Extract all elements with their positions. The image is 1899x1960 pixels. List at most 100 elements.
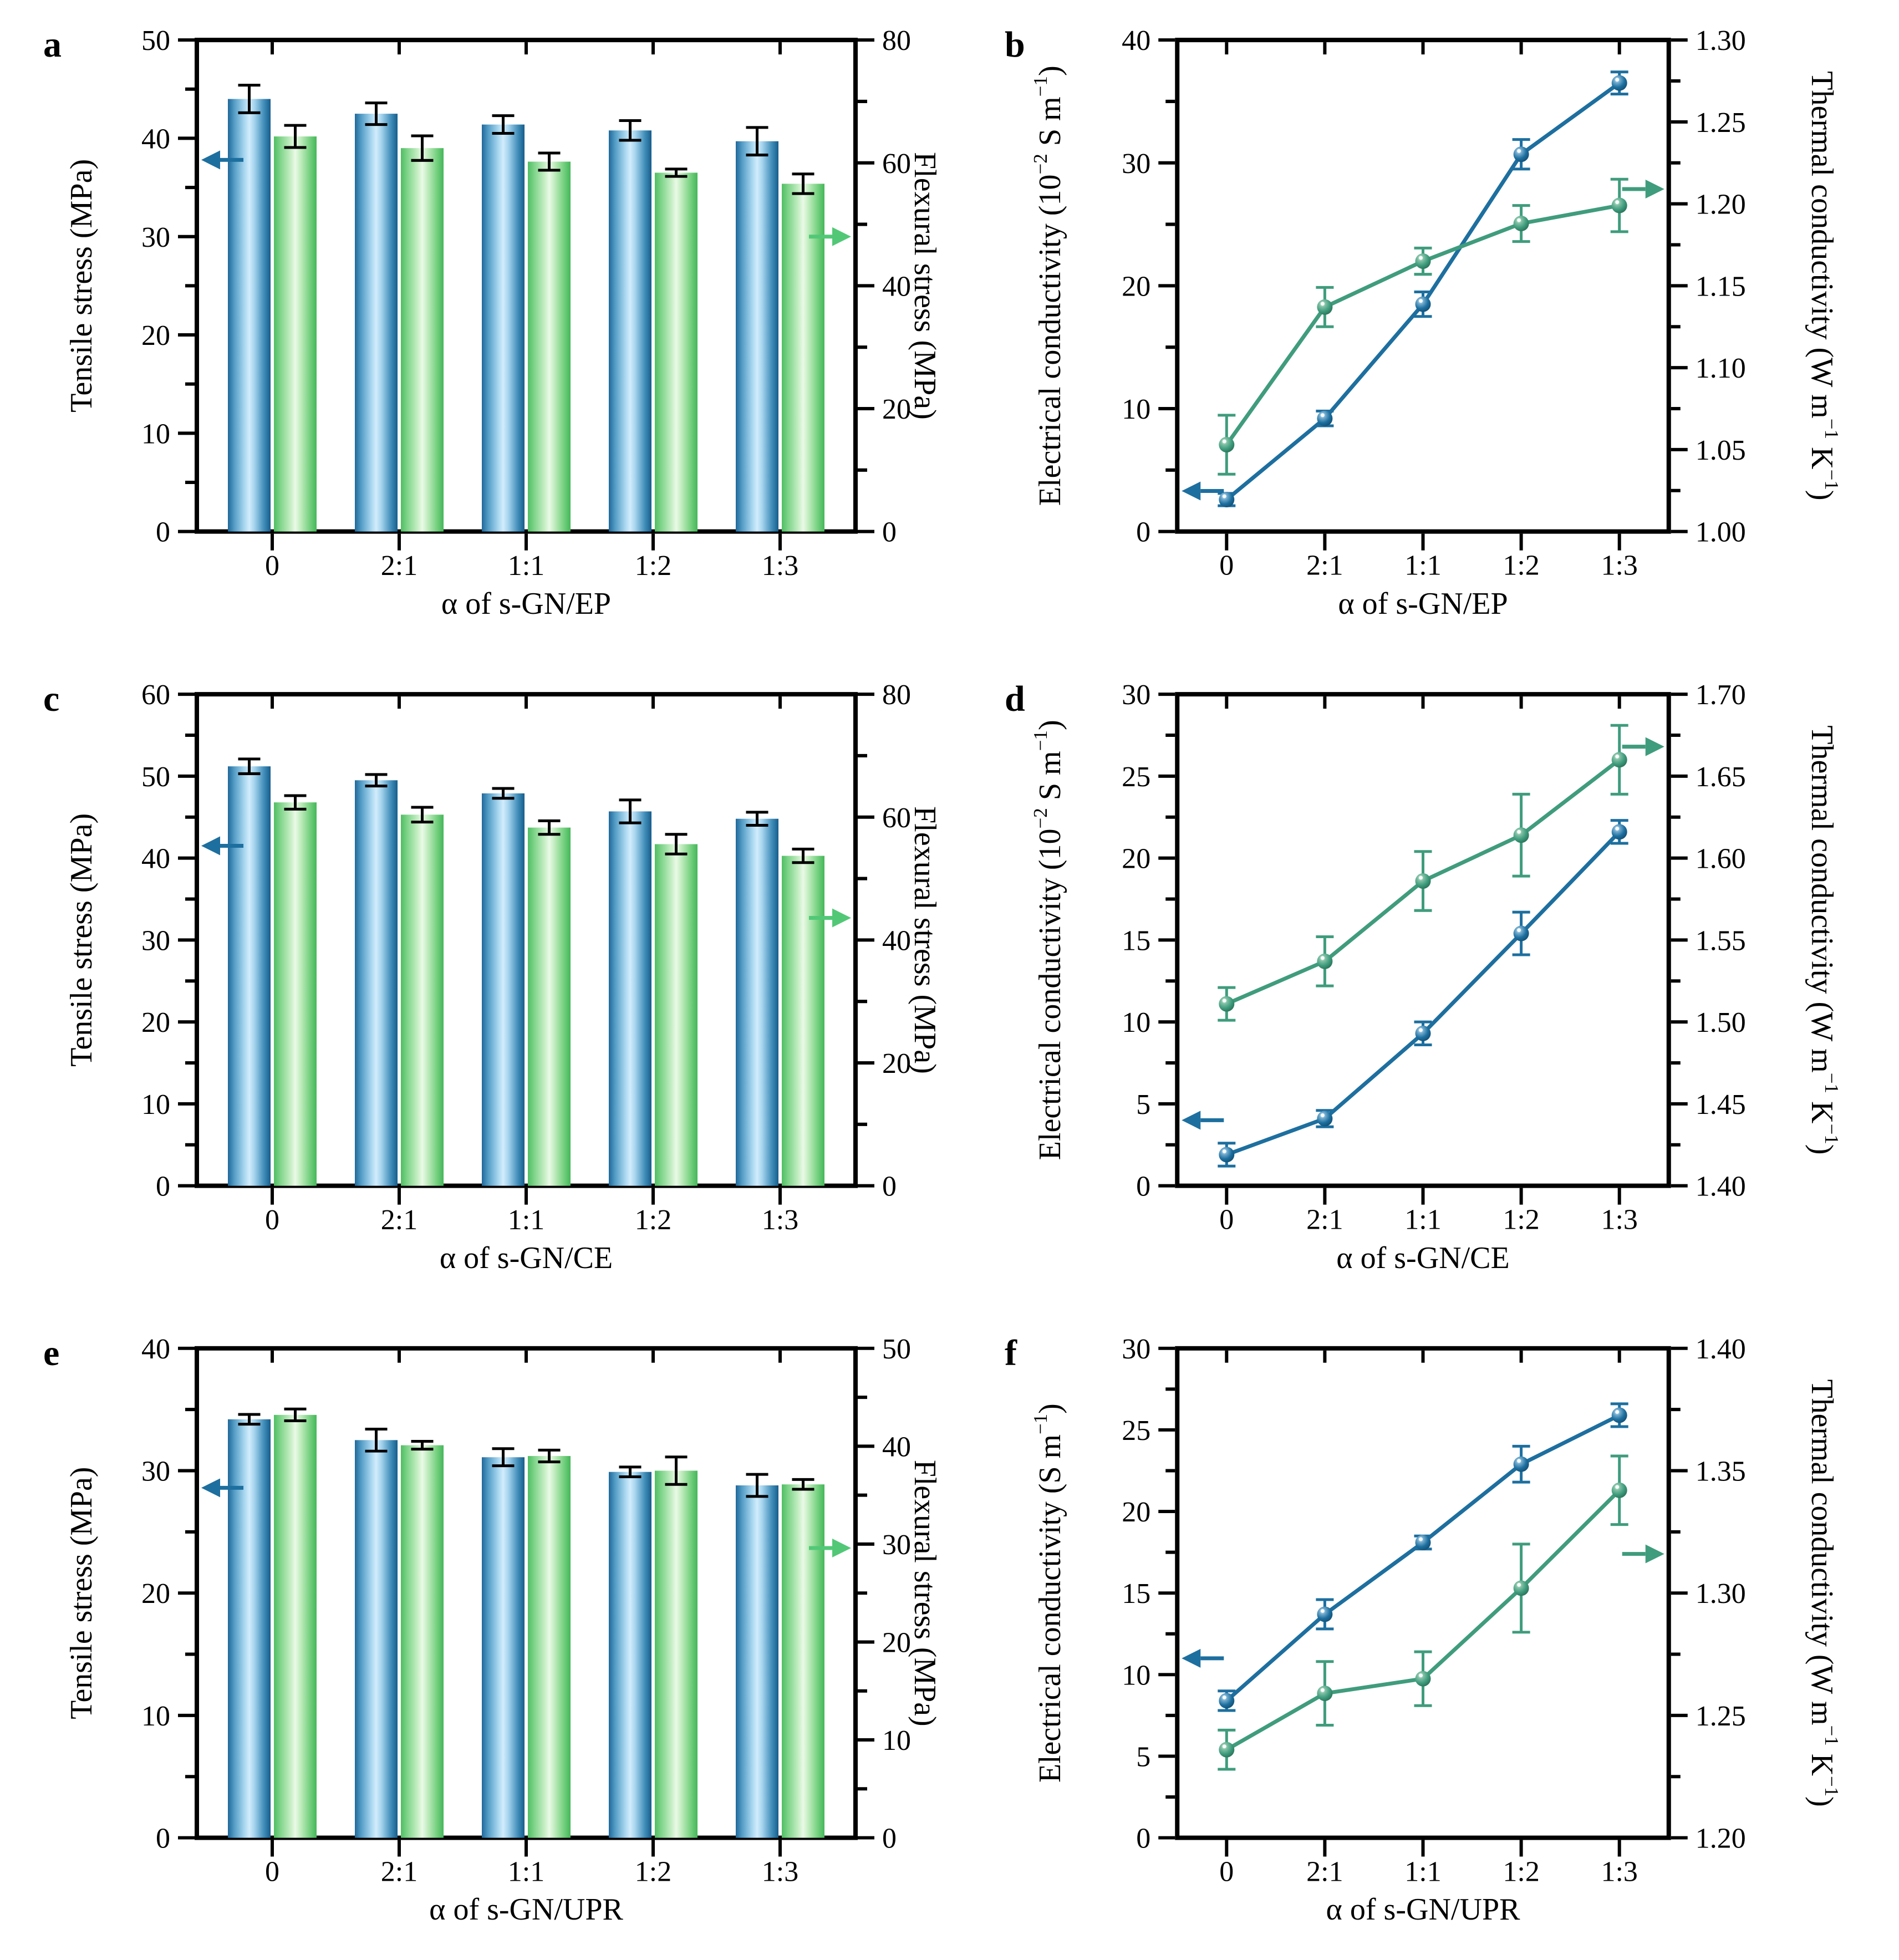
green-line: [1225, 1489, 1621, 1752]
thermal-marker-1: [1317, 1686, 1333, 1702]
x-category-label: 1:1: [508, 1856, 544, 1887]
x-category-label: 1:3: [762, 550, 798, 582]
blue-left-arrow: [201, 1478, 243, 1498]
series-thermal-conductivity: [1218, 177, 1628, 476]
right-tick-label: 0: [882, 1171, 897, 1203]
error-bar: [619, 119, 642, 142]
left-axis-ticks: 0 10 20 30 40 50 60: [141, 679, 195, 1203]
x-axis-title: α of s-GN/EP: [441, 587, 611, 621]
x-category-label: 1:1: [1404, 550, 1441, 582]
right-tick-label: 20: [882, 1627, 911, 1658]
left-tick-label: 60: [141, 679, 170, 711]
x-axis-title: α of s-GN/UPR: [1326, 1892, 1521, 1927]
error-bar: [284, 124, 307, 149]
blue-left-arrow: [1182, 1111, 1224, 1130]
left-axis-ticks: 0 5 10 15 20 25 30: [1122, 679, 1175, 1203]
right-tick-label: 1.40: [1696, 1333, 1746, 1365]
error-bar: [792, 1478, 814, 1491]
flexural-bar-0: [274, 802, 317, 1186]
panel-d: 0 5 10 15 20 25 30 1.40 1.45 1.50 1.55 1.60 1.65 1.70…: [949, 654, 1899, 1309]
panel-f-chart: 0 5 10 15 20 25 30 1.20 1.25 1.30 1.35 1.40 0 2:1 1:1 1…: [1030, 1333, 1842, 1927]
chart-b: 0 10 20 30 40 1.00 1.05 1.10 1.15 1.20 1.25 1.30 0 2:…: [1030, 25, 1842, 621]
left-tick-label: 0: [1136, 1823, 1150, 1855]
marker-highlight: [1615, 200, 1620, 205]
flexural-bar-1: [401, 1445, 444, 1838]
marker-highlight: [1517, 1582, 1521, 1587]
left-axis-title: Tensile stress (MPa): [64, 1467, 99, 1719]
thermal-marker-2: [1415, 253, 1431, 269]
flexural-bar-0: [274, 1414, 317, 1838]
series-tensile-stress: [228, 84, 778, 532]
plot-frame: [195, 692, 858, 1188]
x-category-label: 1:1: [1404, 1856, 1441, 1887]
panel-f: 0 5 10 15 20 25 30 1.20 1.25 1.30 1.35 1.40 0 2:1 1:1 1…: [949, 1309, 1899, 1960]
x-category-label: 0: [265, 550, 279, 582]
left-tick-label: 10: [141, 418, 170, 450]
arrowhead-icon: [1645, 737, 1664, 756]
error-bar: [792, 847, 814, 864]
thermal-marker-3: [1513, 827, 1529, 843]
tensile-bar-3: [609, 811, 651, 1186]
right-tick-label: 0: [882, 1823, 897, 1855]
left-tick-label: 50: [141, 25, 170, 57]
left-tick-label: 20: [141, 320, 170, 352]
electrical-marker-0: [1219, 491, 1235, 508]
series-thermal-conductivity: [1218, 1454, 1628, 1771]
error-bar: [411, 1440, 434, 1451]
right-tick-label: 1.70: [1696, 679, 1746, 711]
tensile-bar-0: [228, 1419, 271, 1838]
error-bar: [538, 819, 561, 836]
error-bar: [365, 773, 388, 788]
left-tick-label: 0: [156, 517, 170, 548]
marker-highlight: [1615, 754, 1620, 758]
arrowhead-icon: [1182, 481, 1201, 501]
marker-highlight: [1418, 299, 1423, 303]
error-bar: [665, 167, 688, 178]
left-axis-title: Electrical conductivity (10−2 S m−1): [1030, 65, 1067, 506]
right-tick-label: 1.10: [1696, 353, 1746, 384]
tensile-bar-4: [736, 1485, 778, 1838]
x-axis-title: α of s-GN/CE: [1336, 1241, 1510, 1275]
chart-c: 0 10 20 30 40 50 60 0 20 40 60 80 0 2:1 1:1 1:2 1:3 α of …: [64, 679, 942, 1275]
marker-highlight: [1615, 78, 1620, 82]
panel-b-label: b: [1005, 24, 1025, 65]
green-line: [1225, 203, 1620, 446]
right-tick-label: 20: [882, 1048, 911, 1080]
marker-highlight: [1418, 256, 1423, 260]
marker-highlight: [1418, 1028, 1423, 1032]
right-tick-label: 1.15: [1696, 271, 1746, 302]
left-tick-label: 30: [141, 925, 170, 956]
flexural-bar-1: [401, 148, 444, 532]
x-axis-title: α of s-GN/UPR: [429, 1892, 623, 1927]
left-tick-label: 10: [141, 1089, 170, 1121]
right-tick-label: 1.20: [1696, 1823, 1746, 1855]
electrical-marker-3: [1513, 146, 1529, 162]
flexural-bar-3: [655, 1470, 698, 1838]
electrical-marker-2: [1415, 1535, 1431, 1550]
error-bar: [238, 1413, 261, 1426]
plot-frame: [195, 1346, 858, 1840]
right-tick-label: 1.20: [1696, 189, 1746, 221]
marker-highlight: [1517, 829, 1521, 834]
panel-d-label: d: [1005, 679, 1025, 719]
x-axis-ticks: 0 2:1 1:1 1:2 1:3: [265, 42, 798, 582]
left-tick-label: 5: [1136, 1741, 1150, 1773]
green-right-arrow: [1622, 737, 1664, 756]
thermal-marker-4: [1611, 752, 1627, 768]
panel-e: 0 10 20 30 40 0 10 20 30 40 50 0 2:1 1:1 1:2 1:3 α of s-…: [0, 1309, 949, 1960]
error-bar: [492, 1447, 515, 1468]
right-tick-label: 0: [882, 517, 897, 548]
error-bar: [619, 1465, 642, 1479]
arrowhead-icon: [201, 150, 220, 170]
left-tick-label: 20: [1122, 843, 1150, 875]
right-tick-label: 1.40: [1696, 1171, 1746, 1203]
panel-c: 0 10 20 30 40 50 60 0 20 40 60 80 0 2:1 1:1 1:2 1:3 α of …: [0, 654, 949, 1309]
blue-left-arrow: [1182, 481, 1224, 501]
right-axis-title: Flexural stress (MPa): [908, 806, 942, 1074]
right-axis-title: Thermal conductivity (W m−1 K−1): [1805, 1379, 1842, 1807]
error-bar: [538, 151, 561, 172]
right-axis-title: Flexural stress (MPa): [908, 152, 942, 420]
error-bar: [238, 757, 261, 775]
left-axis-title: Electrical conductivity (10−2 S m−1): [1030, 720, 1067, 1160]
left-axis-ticks: 0 10 20 30 40: [1122, 25, 1175, 548]
